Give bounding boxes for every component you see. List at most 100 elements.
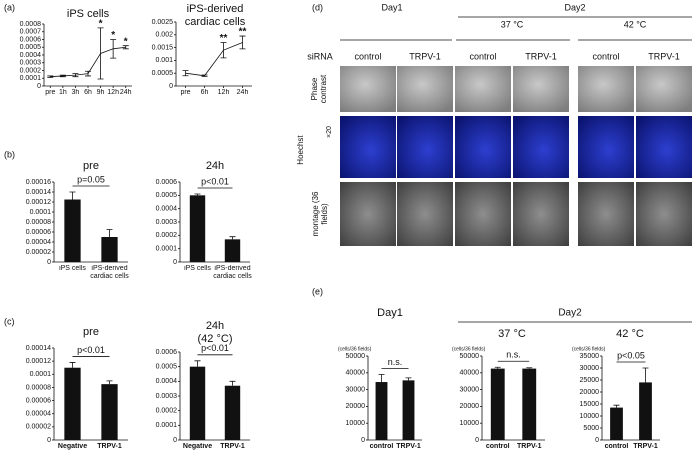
y-tick-label: 0.0003	[156, 219, 178, 226]
sirna-label: siRNA	[307, 51, 333, 61]
day-header: Day1	[381, 2, 402, 12]
x-tick-label-box: TRPV-1	[633, 443, 658, 450]
y-tick-label: 0.0025	[152, 19, 174, 26]
chart-title: 37 °C	[498, 328, 526, 340]
y-axis-label: (cells/36 fields)	[572, 346, 606, 352]
column-label: TRPV-1	[525, 51, 557, 61]
y-tick-label: 0.00014	[26, 189, 51, 196]
y-tick-label: 0.0004	[20, 52, 42, 59]
y-tick-label: 0.00004	[26, 411, 51, 418]
error-bar	[405, 377, 412, 381]
y-tick-label: 0.00012	[26, 358, 51, 365]
x-tick-label: Negative	[182, 443, 213, 450]
micrograph	[340, 116, 396, 178]
magnification-label-group: ×20	[326, 126, 333, 138]
y-tick-label: 0.00008	[26, 219, 51, 226]
x-tick-label-box: iPS-derived cardiac cells	[90, 265, 129, 280]
y-tick-label: 0	[47, 259, 51, 266]
chart-title: 42 °C	[616, 328, 644, 340]
error-bar	[229, 380, 236, 386]
x-tick-label: iPS cells	[59, 265, 86, 272]
significance-label: *	[111, 30, 115, 41]
x-tick-label: 1h	[58, 89, 67, 96]
column-label: control	[469, 51, 496, 61]
panel-label: (b)	[4, 149, 15, 159]
chart-title: Day1	[377, 307, 403, 319]
x-tick-label: TRPV-1	[220, 443, 245, 450]
magnification-label-box: ×20	[326, 126, 333, 138]
x-tick-label-box: iPS-derived cardiac cells	[213, 265, 252, 280]
bar	[224, 385, 241, 440]
micrograph	[636, 66, 692, 112]
x-tick-label-box: 24h	[120, 89, 132, 96]
y-tick-label: 0.00002	[26, 424, 51, 431]
x-tick-label: iPS-derived cardiac cells	[213, 265, 252, 280]
x-tick-label-box: 24h	[237, 89, 249, 96]
error-bar	[613, 404, 620, 408]
error-bar	[494, 366, 501, 369]
y-axis-label: (cells/36 fields)	[338, 346, 372, 352]
error-bar	[642, 367, 649, 383]
y-tick-label: 0.0007	[20, 29, 42, 36]
row-label: Phase contrast	[310, 74, 328, 104]
magnification-label: ×20	[326, 126, 333, 138]
y-tick-label: 50000	[346, 353, 366, 360]
error-bar	[97, 27, 104, 80]
x-tick-label: 6h	[200, 89, 209, 96]
error-bar	[378, 374, 385, 383]
x-tick-label-box: TRPV-1	[396, 443, 421, 450]
data-line	[185, 42, 243, 77]
x-tick-label-box: 6h	[84, 89, 92, 96]
micrograph	[340, 66, 396, 112]
micrograph	[455, 66, 511, 112]
x-tick-label: 3h	[71, 89, 80, 96]
error-bar	[69, 191, 76, 200]
y-tick-label: 0	[475, 437, 479, 444]
y-tick-label: 0.00006	[26, 229, 51, 236]
bar	[402, 380, 415, 440]
x-tick-label: control	[369, 443, 394, 450]
day-header: Day2	[558, 308, 582, 319]
x-tick-label: iPS-derived cardiac cells	[90, 265, 129, 280]
y-tick-label: 0.0005	[156, 192, 178, 199]
x-tick-label-box: Negative	[58, 443, 87, 450]
y-tick-label: 0.0005	[152, 70, 174, 77]
error-bar	[106, 229, 113, 237]
y-tick-label: 20000	[460, 403, 480, 410]
chart-title: pre	[83, 160, 99, 172]
bar	[610, 407, 623, 440]
chart-title: 24h	[205, 160, 225, 172]
chart-title-box: iPS cells	[67, 8, 109, 20]
x-tick-label-box: pre	[45, 89, 55, 96]
temp-header: 42 °C	[624, 19, 647, 29]
x-tick-label-box: control	[605, 443, 629, 450]
error-bar	[122, 45, 129, 50]
y-tick-label: 10000	[460, 420, 480, 427]
y-tick-label: 0.0001	[156, 246, 178, 253]
micrograph	[578, 182, 634, 246]
y-tick-label: 0.001	[155, 57, 173, 64]
chart-title-box: 37 °C	[498, 328, 526, 340]
micrograph	[578, 66, 634, 112]
panel-label: (d)	[312, 2, 323, 12]
bar	[64, 367, 81, 440]
chart-title-box: iPS-derived cardiac cells	[185, 3, 246, 28]
x-tick-label-box: iPS cells	[184, 265, 211, 272]
y-tick-label: 0.00004	[26, 239, 51, 246]
significance-label: *	[99, 19, 103, 30]
x-tick-label: TRPV-1	[516, 443, 542, 450]
y-tick-label: 20000	[580, 389, 600, 396]
y-tick-label: 0.0001	[156, 422, 178, 429]
x-tick-label-box: 12h	[218, 89, 230, 96]
error-bar	[110, 39, 117, 59]
row-label-group: montage (36 fields)	[311, 192, 329, 237]
y-tick-label: 0	[361, 437, 365, 444]
bar	[375, 382, 388, 440]
y-tick-label: 0.0006	[156, 349, 178, 356]
chart-subtitle-box: (42 °C)	[198, 333, 233, 345]
day-header: Day2	[564, 2, 585, 12]
y-tick-label: 25000	[580, 377, 600, 384]
micrograph	[513, 182, 569, 246]
y-tick-label: 0.0004	[156, 378, 178, 385]
